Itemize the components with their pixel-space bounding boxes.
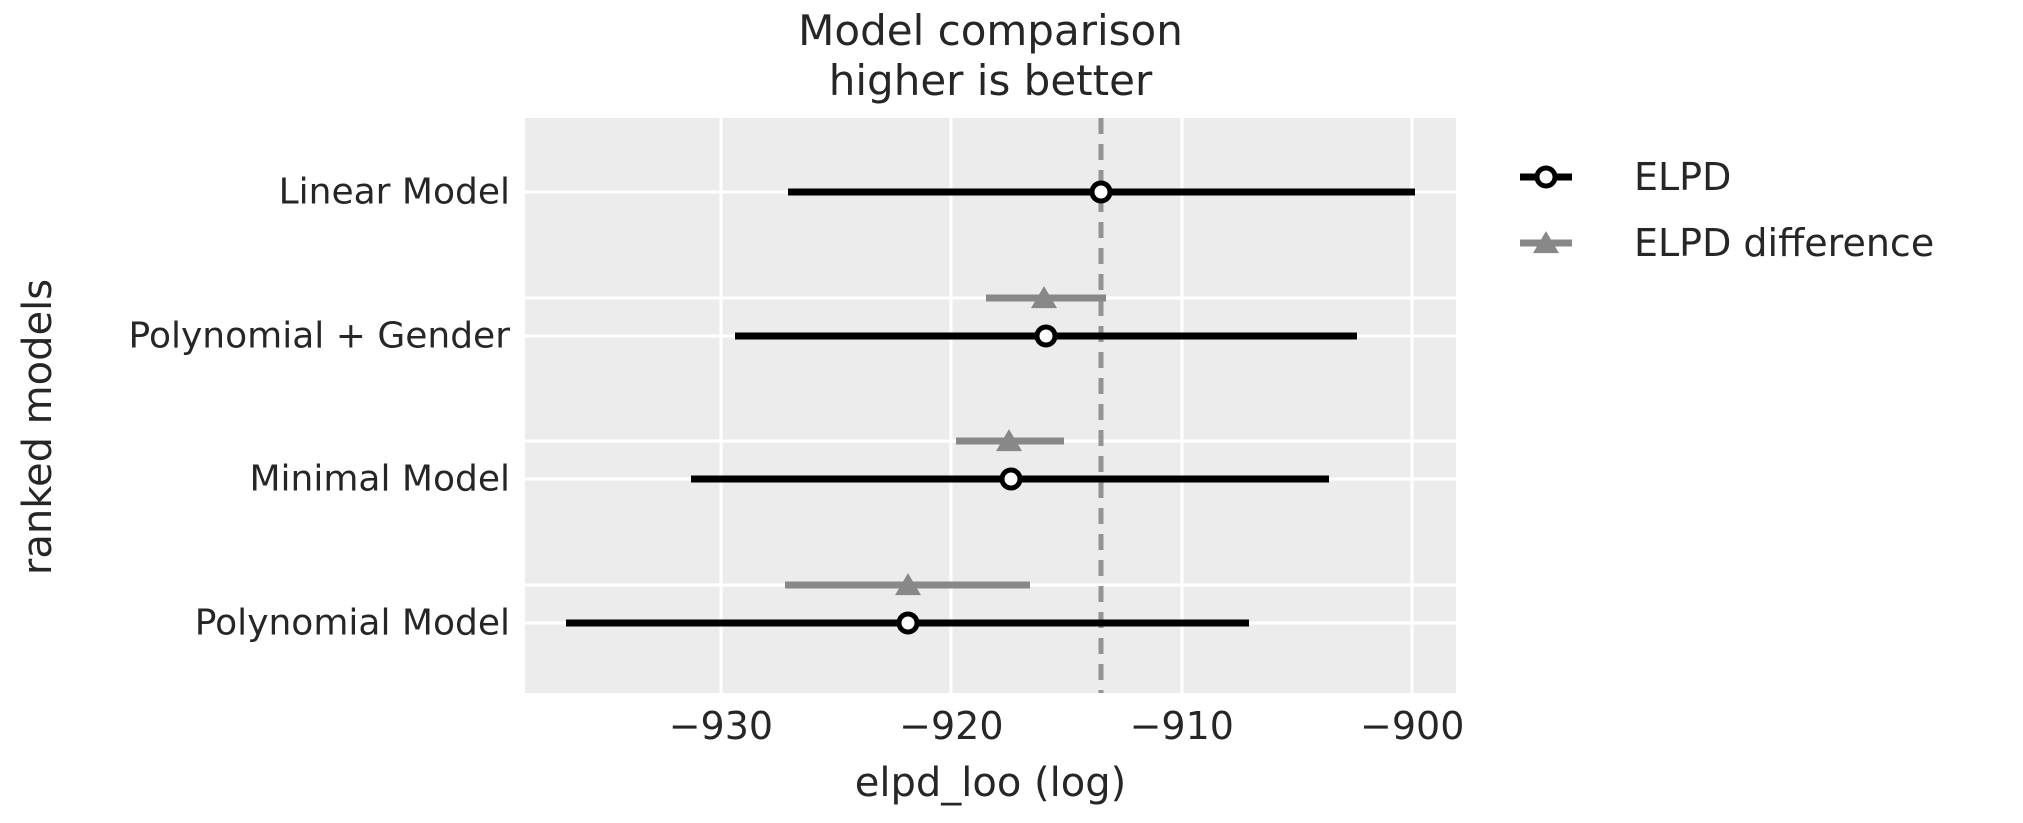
model-label: Linear Model	[278, 171, 510, 213]
x-axis-label: elpd_loo (log)	[854, 760, 1127, 806]
x-tick-label: −900	[1360, 704, 1465, 748]
y-axis-label: ranked models	[15, 278, 61, 576]
elpd-marker	[1034, 324, 1058, 348]
chart-title-line1: Model comparison	[798, 6, 1183, 55]
chart-title-line2: higher is better	[828, 55, 1153, 105]
legend: ELPD ELPD difference	[1500, 148, 1934, 280]
x-tick-label: −930	[668, 704, 774, 748]
elpd-difference-legend-marker	[1500, 223, 1586, 263]
elpd-legend-marker	[1500, 157, 1586, 197]
x-tick-label: −920	[899, 704, 1004, 748]
chart-title: Model comparison higher is better	[525, 6, 1456, 105]
elpd-difference-marker	[1030, 285, 1057, 308]
grid-line-x	[949, 118, 953, 693]
model-label: Minimal Model	[249, 458, 510, 500]
elpd-difference-marker	[995, 429, 1022, 452]
grid-line-x	[719, 118, 723, 693]
legend-label-elpd: ELPD	[1634, 155, 1732, 199]
elpd-difference-marker	[894, 573, 921, 596]
elpd-marker	[896, 611, 920, 635]
elpd-difference-triangle-icon	[1533, 231, 1559, 254]
best-elpd-dashed-line	[1098, 118, 1104, 693]
grid-line-x	[1410, 118, 1414, 693]
elpd-marker	[999, 467, 1023, 491]
model-label: Polynomial + Gender	[128, 315, 510, 357]
model-label: Polynomial Model	[194, 602, 510, 644]
elpd-marker	[1089, 180, 1113, 204]
x-tick-label: −910	[1129, 704, 1234, 748]
legend-label-elpd-difference: ELPD difference	[1634, 221, 1935, 265]
legend-item-elpd: ELPD	[1500, 148, 1934, 206]
grid-line-x	[1180, 118, 1184, 693]
plot-area	[525, 118, 1456, 693]
elpd-circle-icon	[1534, 165, 1558, 189]
legend-item-elpd-difference: ELPD difference	[1500, 214, 1934, 272]
